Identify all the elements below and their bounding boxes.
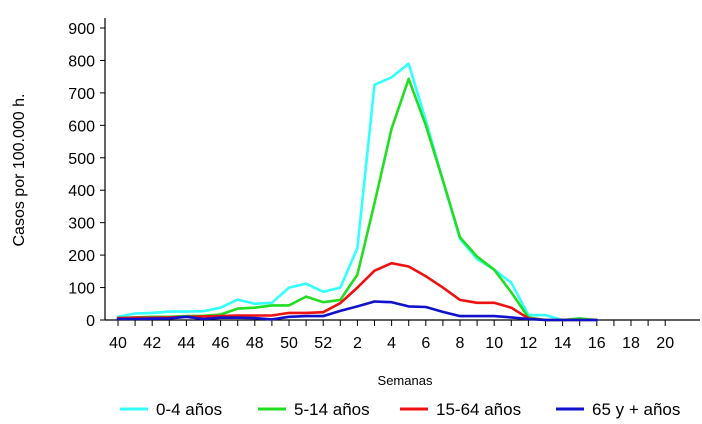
- x-tick-label: 2: [353, 335, 362, 352]
- series-line-1: [116, 62, 599, 322]
- y-axis-title: Casos por 100.000 h.: [11, 94, 28, 247]
- y-axis-ticks: 0 100 200 300 400 500 600 700 800 900: [68, 21, 105, 330]
- x-tick-label: 16: [588, 335, 606, 352]
- y-tick-label: 400: [68, 183, 95, 200]
- y-tick-label: 200: [68, 248, 95, 265]
- legend: 0-4 años 5-14 años 15-64 años 65 y + años: [120, 400, 680, 419]
- series-line-4: [116, 300, 599, 322]
- legend-label: 65 y + años: [592, 400, 680, 419]
- y-tick-label: 800: [68, 53, 95, 70]
- y-tick-label: 500: [68, 151, 95, 168]
- x-tick-label: 50: [280, 335, 298, 352]
- legend-item: 15-64 años: [400, 400, 521, 419]
- y-tick-label: 300: [68, 216, 95, 233]
- y-tick-label: 100: [68, 281, 95, 298]
- series-line-2: [116, 77, 599, 322]
- x-tick-label: 44: [178, 335, 196, 352]
- y-tick-label: 0: [86, 313, 95, 330]
- x-tick-label: 42: [143, 335, 161, 352]
- y-tick-label: 900: [68, 21, 95, 38]
- x-tick-label: 40: [109, 335, 127, 352]
- y-tick-label: 600: [68, 118, 95, 135]
- series-line-3: [116, 261, 599, 322]
- x-tick-label: 20: [656, 335, 674, 352]
- x-tick-label: 6: [421, 335, 430, 352]
- y-tick-label: 700: [68, 86, 95, 103]
- x-tick-label: 4: [387, 335, 396, 352]
- chart-axes: [104, 18, 700, 321]
- legend-item: 0-4 años: [120, 400, 222, 419]
- x-tick-label: 14: [554, 335, 572, 352]
- x-tick-label: 12: [520, 335, 538, 352]
- legend-item: 65 y + años: [556, 400, 680, 419]
- legend-label: 5-14 años: [294, 400, 370, 419]
- series-lines: [116, 62, 599, 322]
- x-tick-label: 8: [456, 335, 465, 352]
- legend-label: 15-64 años: [436, 400, 521, 419]
- x-tick-label: 48: [246, 335, 264, 352]
- x-axis-title: Semanas: [378, 373, 433, 388]
- legend-label: 0-4 años: [156, 400, 222, 419]
- x-tick-label: 52: [314, 335, 332, 352]
- x-axis-ticks: 40 42 44 46 48 50 52 2 4 6 8 10 12 14 16 18 20: [109, 320, 674, 352]
- legend-item: 5-14 años: [258, 400, 370, 419]
- x-tick-label: 10: [485, 335, 503, 352]
- x-tick-label: 46: [212, 335, 230, 352]
- x-tick-label: 18: [622, 335, 640, 352]
